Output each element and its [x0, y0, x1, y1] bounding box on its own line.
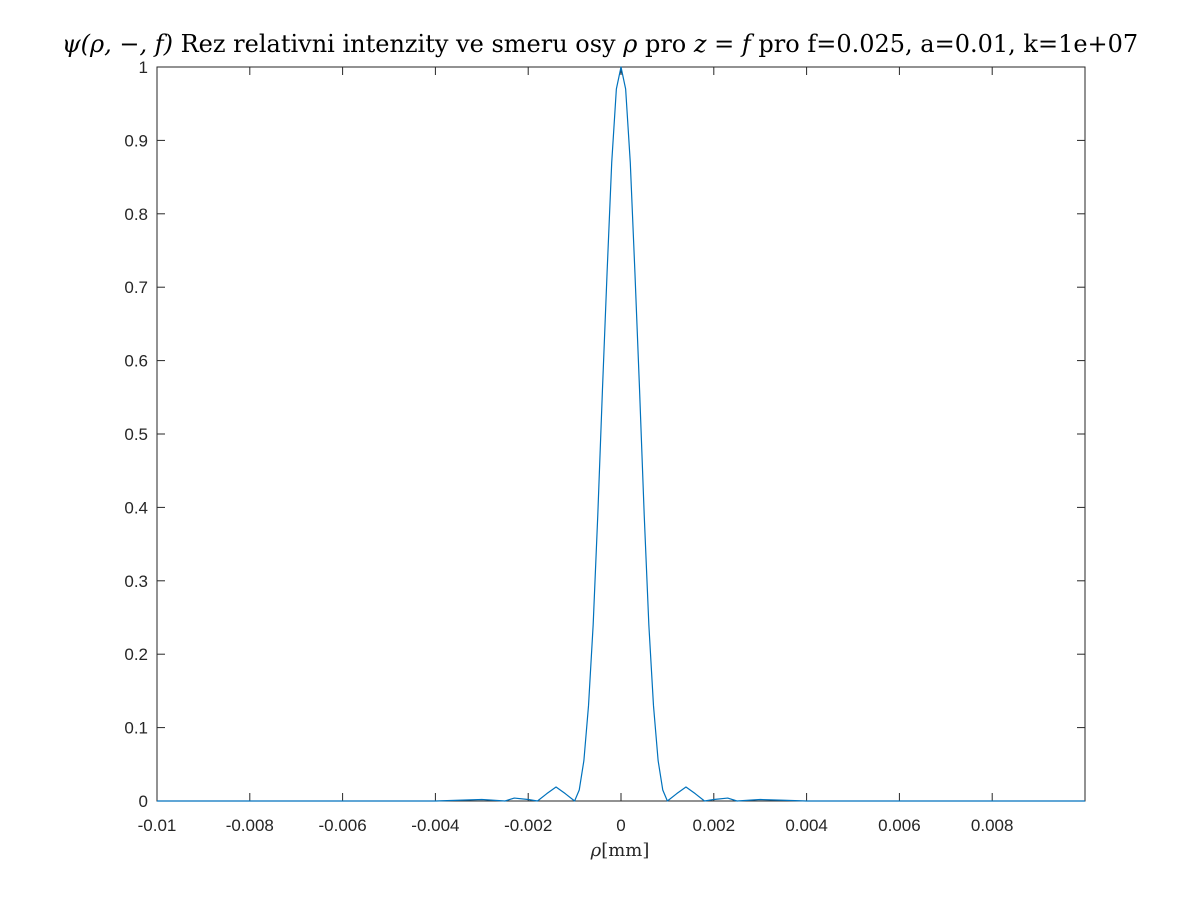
y-tick-label: 0.4	[124, 498, 148, 517]
chart-title: ψ(ρ, −, f) Rez relativni intenzity ve sm…	[0, 30, 1200, 58]
y-tick-label: 0.5	[124, 425, 148, 444]
x-axis-label-symbol: ρ	[590, 840, 602, 861]
y-tick-label: 0.8	[124, 205, 148, 224]
x-axis-label: ρ[mm]	[560, 840, 680, 861]
y-tick-label: 0.9	[124, 131, 148, 150]
y-tick-label: 0.6	[124, 352, 148, 371]
title-zf-math: z = f	[693, 30, 751, 58]
x-tick-label: -0.002	[504, 816, 552, 835]
y-tick-label: 0.2	[124, 645, 148, 664]
plot-area-box	[156, 66, 1086, 802]
title-psi-math: ψ(ρ, −, f)	[61, 30, 173, 58]
title-rho-math: ρ	[623, 30, 638, 58]
y-tick-label: 0.1	[124, 719, 148, 738]
x-axis-label-unit: [mm]	[601, 840, 650, 861]
x-tick-label: -0.006	[318, 816, 366, 835]
x-tick-label: 0.008	[971, 816, 1014, 835]
x-tick-label: 0.002	[693, 816, 736, 835]
y-tick-label: 0.7	[124, 278, 148, 297]
y-tick-label: 1	[139, 58, 148, 77]
title-middle-text: Rez relativni intenzity ve smeru osy	[172, 30, 624, 58]
y-tick-label: 0.3	[124, 572, 148, 591]
series-line-0	[157, 66, 1085, 802]
x-tick-label: 0	[616, 816, 625, 835]
y-tick-label: 0	[139, 792, 148, 811]
x-tick-label: 0.004	[785, 816, 828, 835]
x-tick-label: -0.008	[226, 816, 274, 835]
x-tick-label: 0.006	[878, 816, 921, 835]
title-params-text: pro f=0.025, a=0.01, k=1e+07	[750, 30, 1139, 58]
x-tick-label: -0.004	[411, 816, 459, 835]
title-pro-text: pro	[637, 30, 694, 58]
x-tick-label: -0.01	[138, 816, 177, 835]
